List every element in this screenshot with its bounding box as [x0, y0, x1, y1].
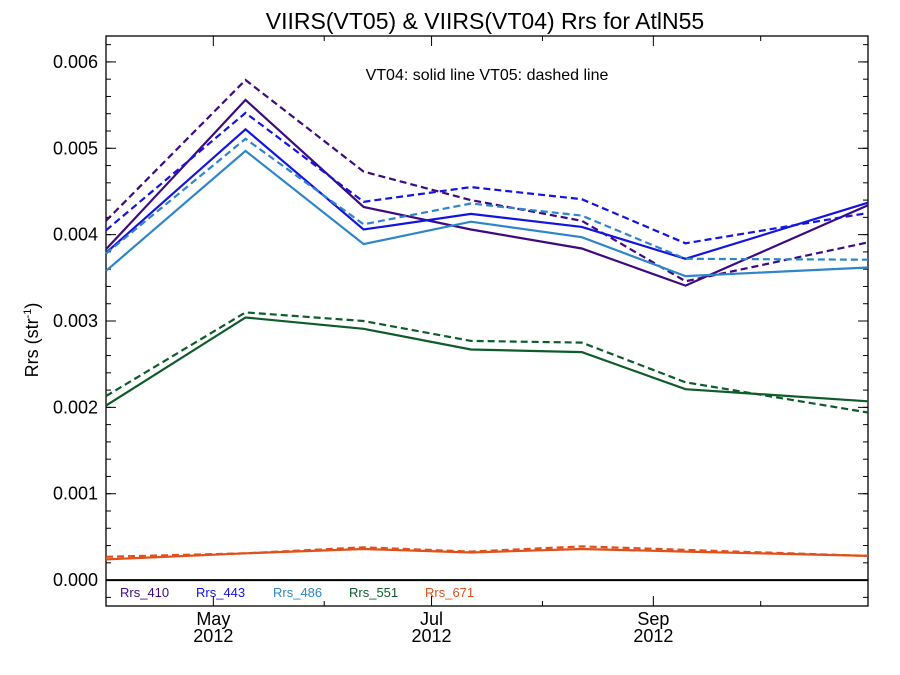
plot-frame: [105, 35, 869, 607]
y-axis-label-suffix: ): [22, 303, 42, 309]
series-rrs-486-vt05-dashed: [105, 137, 869, 261]
x-tick-label-month: Sep: [637, 609, 669, 629]
series-rrs-671-vt04-solid: [105, 547, 869, 561]
y-tick-label: 0.005: [53, 138, 98, 158]
y-axis-label-superscript: -1: [22, 309, 34, 319]
legend-item: Rrs_551: [349, 585, 398, 600]
x-tick-label-month: Jul: [420, 609, 443, 629]
legend-item: Rrs_671: [425, 585, 474, 600]
series-rrs-551-vt05-dashed: [105, 311, 869, 414]
y-tick-label: 0.004: [53, 225, 98, 245]
legend-item: Rrs_410: [120, 585, 169, 600]
x-tick-label-month: May: [196, 609, 230, 629]
x-tick-label-year: 2012: [193, 626, 233, 646]
y-tick-label: 0.003: [53, 311, 98, 331]
series-rrs-443-vt05-dashed: [105, 111, 869, 245]
plot-area: [105, 35, 869, 607]
series-rrs-486-vt04-solid: [105, 149, 869, 278]
legend: Rrs_410 Rrs_443 Rrs_486 Rrs_551 Rrs_671: [120, 585, 474, 600]
line-style-annotation: VT04: solid line VT05: dashed line: [366, 67, 609, 84]
y-axis-label: Rrs (str-1): [22, 303, 42, 378]
series-rrs-443-vt04-solid: [105, 127, 869, 260]
series-rrs-551-vt04-solid: [105, 316, 869, 407]
chart-title: VIIRS(VT05) & VIIRS(VT04) Rrs for AtlN55: [266, 8, 704, 34]
series-lines: [105, 78, 869, 561]
x-tick-label-year: 2012: [412, 626, 452, 646]
legend-item: Rrs_486: [273, 585, 322, 600]
x-tick-label-year: 2012: [633, 626, 673, 646]
series-rrs-410-vt05-dashed: [105, 78, 869, 283]
series-rrs-410-vt04-solid: [105, 98, 869, 287]
y-tick-label: 0.001: [53, 484, 98, 504]
legend-item: Rrs_443: [196, 585, 245, 600]
y-axis: 0.000 0.001 0.002 0.003 0.004 0.005 0.006: [53, 44, 868, 598]
y-tick-label: 0.002: [53, 397, 98, 417]
y-axis-label-main: Rrs (str: [22, 318, 42, 377]
y-tick-label: 0.006: [53, 52, 98, 72]
y-tick-label: 0.000: [53, 570, 98, 590]
